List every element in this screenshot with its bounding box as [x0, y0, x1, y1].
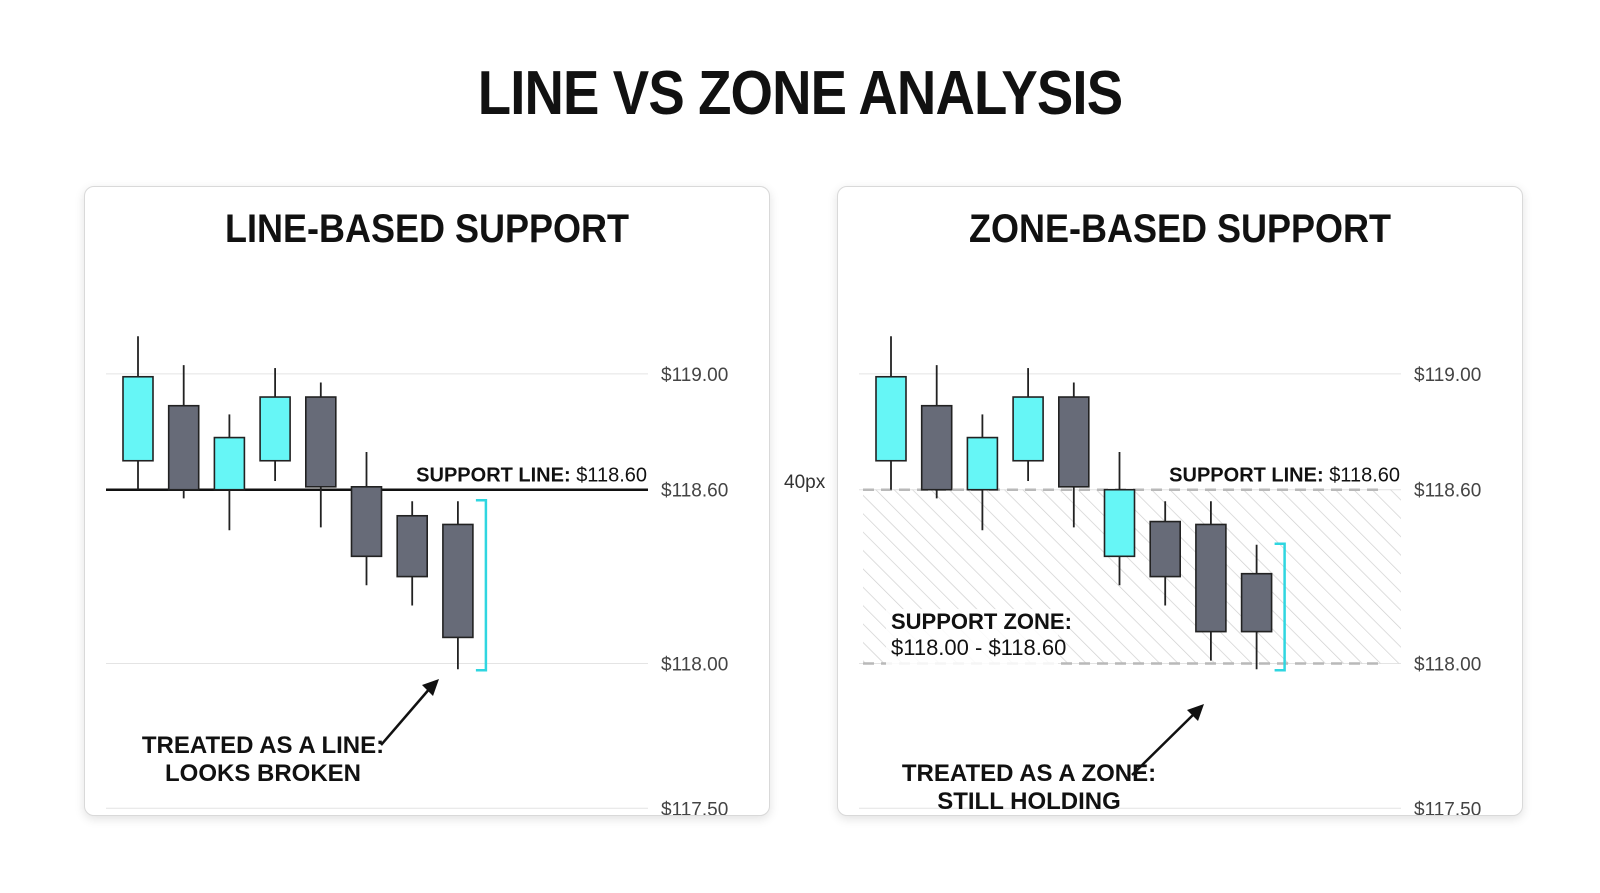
zone-panel-title: ZONE-BASED SUPPORT — [968, 207, 1392, 251]
y-tick-label: $117.50 — [661, 799, 728, 815]
bullish-candle — [122, 375, 154, 462]
bullish-candle — [259, 396, 291, 462]
zone-label: SUPPORT ZONE: — [891, 609, 1072, 634]
zone-support-panel: ZONE-BASED SUPPORT $119.00 $118.60 $118.00… — [837, 186, 1523, 816]
bearish-candle — [1195, 523, 1227, 633]
zone-label-backdrop — [886, 609, 1058, 667]
bullish-candle — [966, 436, 999, 491]
y-tick-label: $118.00 — [661, 654, 728, 675]
bearish-candle — [350, 486, 383, 558]
bearish-candle — [1149, 520, 1182, 578]
gap-label: 40px — [784, 472, 826, 493]
bearish-candle — [1240, 572, 1273, 633]
annotation-line-1: TREATED AS A LINE: — [142, 732, 384, 759]
bearish-candle — [396, 514, 429, 578]
y-tick-label: $119.00 — [1414, 365, 1481, 386]
support-line-label-value: $118.60 — [576, 465, 647, 487]
annotation-line-2: LOOKS BROKEN — [165, 760, 361, 787]
line-panel-title: LINE-BASED SUPPORT — [224, 207, 630, 251]
price-range-bracket — [1274, 542, 1286, 672]
support-line-label-prefix: SUPPORT LINE: — [416, 465, 576, 487]
bullish-candle — [1012, 396, 1044, 462]
zone-range-label: $118.00 - $118.60 — [891, 635, 1066, 660]
annotation-line-2: STILL HOLDING — [937, 788, 1121, 815]
annotation-arrow — [1131, 711, 1197, 776]
y-tick-label: $118.60 — [661, 481, 728, 502]
bullish-candle — [213, 436, 246, 491]
support-line-label-value: $118.60 — [1329, 465, 1400, 487]
bullish-candle — [1103, 488, 1136, 558]
line-support-chart: $119.00 $118.60 $118.00 $117.50 SUPPORT LINE… — [106, 336, 728, 815]
bearish-candle — [920, 404, 953, 491]
price-range-bracket — [475, 499, 488, 672]
y-tick-label: $118.00 — [1414, 654, 1481, 675]
bearish-candle — [305, 396, 337, 488]
y-tick-label: $118.60 — [1414, 481, 1481, 502]
support-line-label: SUPPORT LINE: $118.60 — [416, 465, 647, 487]
y-tick-label: $119.00 — [661, 365, 728, 386]
page-title: LINE VS ZONE ANALYSIS — [477, 59, 1123, 128]
bearish-candle — [442, 523, 474, 639]
line-support-panel: LINE-BASED SUPPORT $119.00 $118.60 $118.00… — [84, 186, 770, 816]
line-chart-plot: $119.00 $118.60 $118.00 $117.50 SUPPORT LINE… — [106, 336, 728, 815]
bearish-candle — [1058, 396, 1090, 488]
annotation-arrowhead — [1187, 704, 1204, 721]
bullish-candle — [875, 375, 907, 462]
annotation-arrowhead — [422, 679, 439, 696]
annotation-line-1: TREATED AS A ZONE: — [902, 760, 1156, 787]
y-tick-label: $117.50 — [1414, 799, 1481, 815]
zone-chart-plot: $119.00 $118.60 $118.00 $117.50 SUPPORT ZONE… — [859, 336, 1481, 815]
zone-support-chart: $119.00 $118.60 $118.00 $117.50 SUPPORT ZONE… — [859, 336, 1481, 815]
support-line-label-prefix: SUPPORT LINE: — [1169, 465, 1329, 487]
annotation-arrow — [380, 686, 432, 746]
support-line-label: SUPPORT LINE: $118.60 — [1169, 465, 1400, 487]
bearish-candle — [167, 404, 200, 491]
